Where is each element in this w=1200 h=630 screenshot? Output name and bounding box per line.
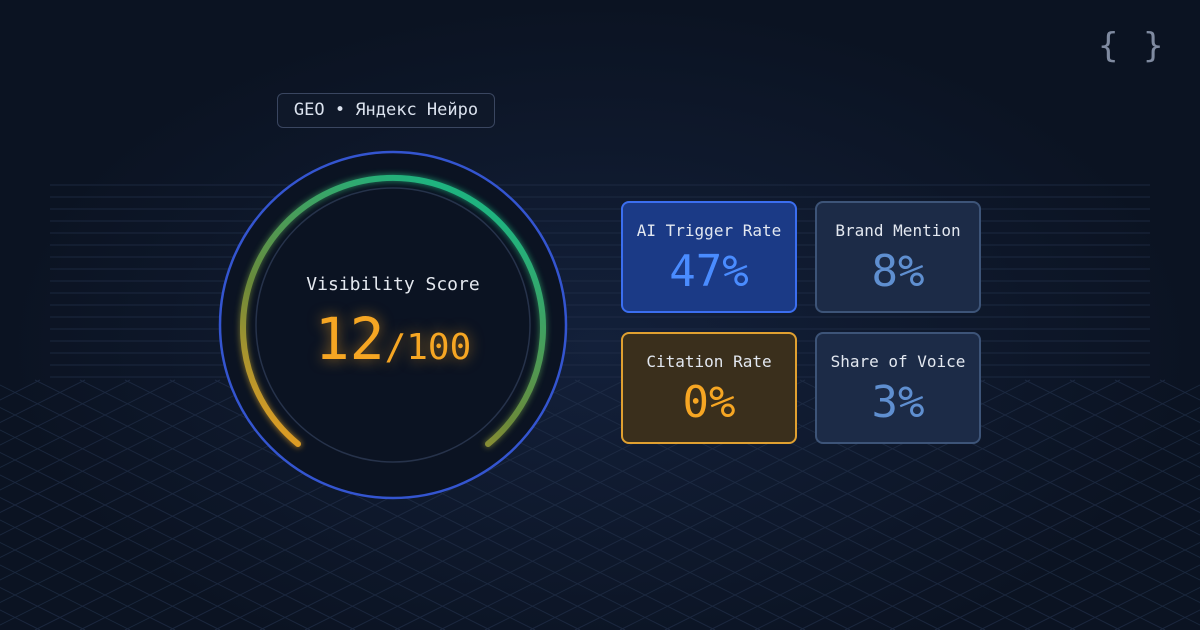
score-arc	[240, 175, 546, 447]
grid-line	[0, 379, 86, 424]
grid-line	[1024, 541, 1200, 630]
metric-label: Share of Voice	[830, 352, 966, 371]
metric-label: Brand Mention	[835, 221, 961, 240]
grid-line	[0, 564, 131, 630]
outer-ring	[218, 150, 568, 500]
grid-line	[0, 379, 221, 491]
grid-line	[0, 429, 401, 630]
score-value: 12/100	[243, 305, 543, 373]
metric-label: Citation Rate	[646, 352, 772, 371]
grid-line	[34, 379, 536, 630]
grid	[0, 184, 1200, 630]
metric-card: Brand Mention 8%	[815, 201, 981, 313]
grid-line	[0, 379, 131, 446]
metric-card: Citation Rate 0%	[621, 332, 797, 444]
metric-value: 3%	[871, 377, 925, 428]
metric-value: 8%	[871, 246, 925, 297]
grid-line	[79, 379, 581, 630]
badge: GEO • Яндекс Нейро	[277, 93, 495, 128]
grid-line	[0, 586, 86, 630]
metric-card: Share of Voice 3%	[815, 332, 981, 444]
grid-line	[0, 451, 356, 630]
inner-ring	[255, 187, 531, 463]
score-number: 12	[314, 305, 385, 373]
grid-line	[0, 519, 221, 630]
metric-card: AI Trigger Rate 47%	[621, 201, 797, 313]
grid-line	[979, 519, 1200, 630]
grid-line	[0, 379, 266, 514]
grid-line	[0, 384, 491, 630]
metric-value: 0%	[682, 377, 736, 428]
grid-line	[1114, 379, 1200, 424]
metric-value: 47%	[669, 246, 749, 297]
grid-line	[1024, 379, 1200, 469]
grid-line	[1114, 586, 1200, 630]
grid-line	[484, 379, 986, 630]
grid-line	[0, 406, 446, 630]
metric-label: AI Trigger Rate	[636, 221, 782, 240]
grid-line	[934, 379, 1200, 514]
grid-line	[979, 379, 1200, 491]
grid-line	[1069, 564, 1200, 630]
grid-line	[0, 496, 266, 630]
logo: { }	[1098, 26, 1166, 66]
grid-line	[0, 379, 176, 469]
grid-line	[0, 474, 311, 630]
score-label: Visibility Score	[306, 274, 480, 295]
grid-line	[0, 541, 176, 630]
grid-line	[124, 379, 626, 630]
score-suffix: /100	[384, 327, 472, 368]
grid-line	[529, 379, 1031, 630]
grid-line	[1069, 379, 1200, 446]
